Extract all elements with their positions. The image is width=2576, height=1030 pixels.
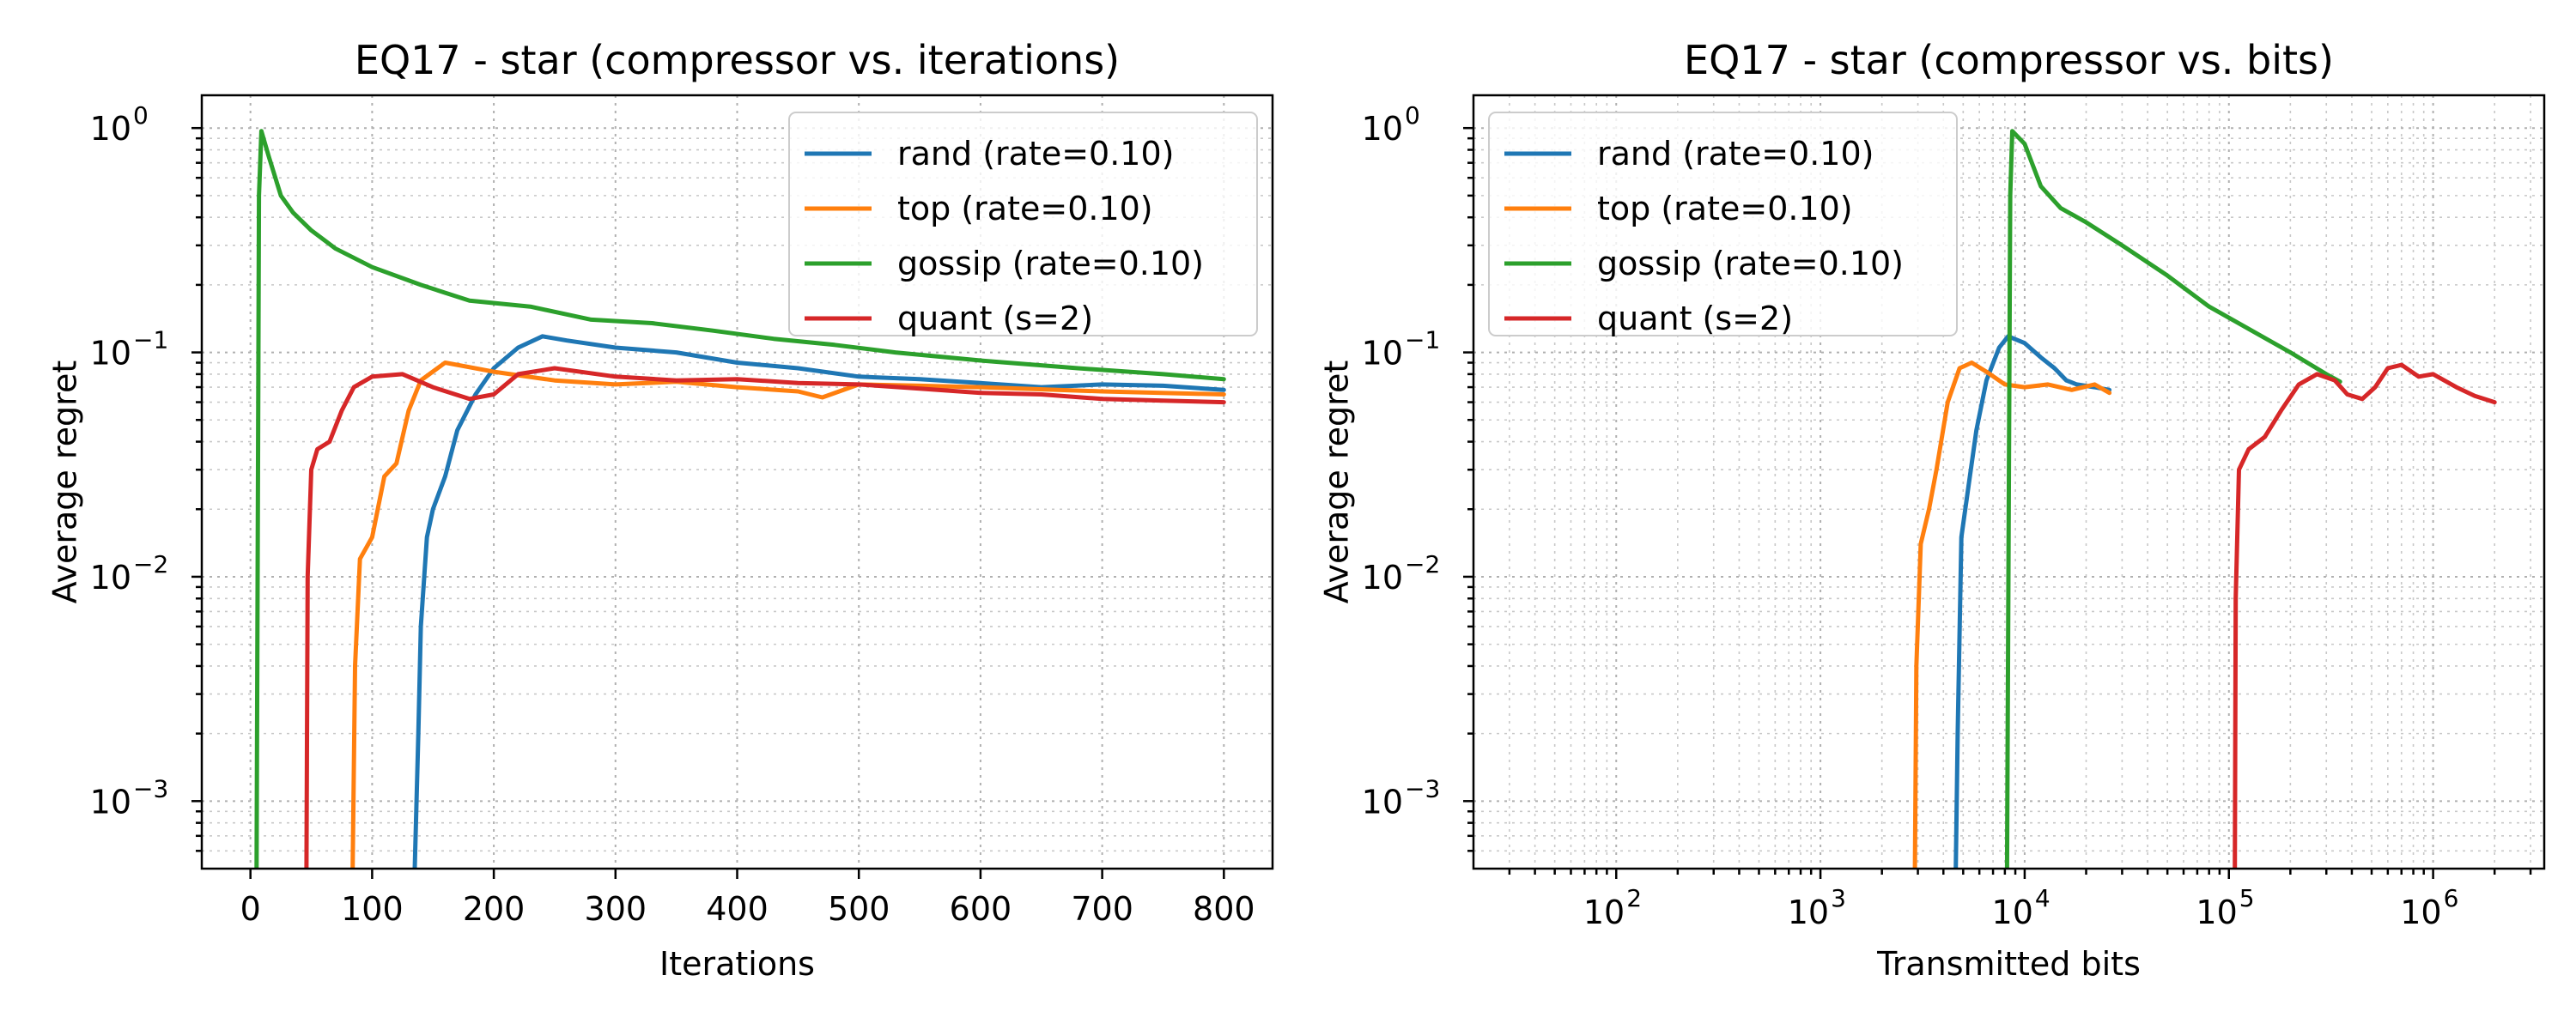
series-line-bits-3 bbox=[2233, 362, 2497, 869]
y-axis-label-bits: Average regret bbox=[1318, 360, 1356, 603]
y-tick-exponent: −3 bbox=[1405, 774, 1440, 803]
legend-label: quant (s=2) bbox=[1597, 300, 1793, 337]
chart-title-iterations: EQ17 - star (compressor vs. iterations) bbox=[355, 37, 1120, 83]
series-line-bits-1 bbox=[1912, 360, 2112, 869]
y-tick-exponent: −2 bbox=[133, 550, 168, 579]
x-axis-label-bits: Transmitted bits bbox=[1876, 945, 2141, 983]
x-tick-label: 10 bbox=[1788, 894, 1829, 931]
y-tick-label: 10 bbox=[90, 110, 131, 148]
legend-box bbox=[1488, 112, 1958, 336]
x-tick-label: 100 bbox=[341, 890, 404, 928]
x-tick-label: 700 bbox=[1071, 890, 1133, 928]
x-tick-label: 800 bbox=[1193, 890, 1255, 928]
legend-label: quant (s=2) bbox=[897, 300, 1093, 337]
y-tick-label: 10 bbox=[1362, 335, 1403, 373]
legend-label: top (rate=0.10) bbox=[897, 190, 1153, 227]
y-tick-label: 10 bbox=[1362, 559, 1403, 597]
lines-bits bbox=[1912, 129, 2497, 869]
series-line-bits-2 bbox=[2004, 129, 2342, 869]
legend-label: rand (rate=0.10) bbox=[897, 135, 1174, 173]
y-tick-label: 10 bbox=[1362, 783, 1403, 821]
y-tick-label: 10 bbox=[90, 783, 131, 821]
series-line-iterations-0 bbox=[412, 334, 1226, 869]
chart-iterations: 10−310−210−110 00 100 200 300 400 500 600 700 800… bbox=[46, 37, 1274, 983]
x-tick-exponent: 4 bbox=[2035, 884, 2050, 912]
x-tick-exponent: 6 bbox=[2444, 884, 2459, 912]
plot-frame-iterations bbox=[200, 94, 1274, 870]
series-line-iterations-2 bbox=[254, 129, 1226, 869]
y-axis-label-iterations: Average regret bbox=[46, 360, 84, 603]
y-tick-exponent: −1 bbox=[1405, 326, 1440, 354]
x-tick-label: 10 bbox=[2196, 894, 2237, 931]
series-line-iterations-3 bbox=[304, 366, 1226, 869]
legend-label: gossip (rate=0.10) bbox=[1597, 245, 1904, 282]
ticks-iterations: 10−310−210−110 00 100 200 300 400 500 600 700 800 bbox=[90, 101, 1255, 928]
y-tick-exponent: 0 bbox=[1405, 101, 1420, 130]
grid-iterations bbox=[202, 95, 1273, 869]
legend-iterations: rand (rate=0.10) top (rate=0.10) gossip (r… bbox=[788, 112, 1258, 337]
y-tick-exponent: −1 bbox=[133, 326, 168, 354]
x-tick-label: 500 bbox=[828, 890, 890, 928]
x-tick-exponent: 2 bbox=[1626, 884, 1642, 912]
x-tick-label: 10 bbox=[2400, 894, 2441, 931]
y-tick-exponent: 0 bbox=[133, 101, 149, 130]
x-tick-label: 10 bbox=[1583, 894, 1625, 931]
legend-label: gossip (rate=0.10) bbox=[897, 245, 1204, 282]
y-tick-label: 10 bbox=[90, 559, 131, 597]
legend-label: top (rate=0.10) bbox=[1597, 190, 1853, 227]
lines-iterations bbox=[254, 129, 1226, 869]
y-tick-label: 10 bbox=[90, 335, 131, 373]
y-tick-exponent: −3 bbox=[133, 774, 168, 803]
x-tick-label: 400 bbox=[706, 890, 769, 928]
x-tick-label: 200 bbox=[463, 890, 526, 928]
chart-title-bits: EQ17 - star (compressor vs. bits) bbox=[1684, 37, 2334, 83]
x-tick-label: 600 bbox=[950, 890, 1012, 928]
x-tick-exponent: 3 bbox=[1831, 884, 1846, 912]
plot-frame-bits bbox=[1472, 94, 2546, 870]
legend-label: rand (rate=0.10) bbox=[1597, 135, 1874, 173]
x-tick-label: 300 bbox=[585, 890, 647, 928]
chart-bits: 10 −310 −210 −110 010 2 10 3 10 4 10 5 10 6 EQ17 - st… bbox=[1318, 37, 2546, 983]
y-tick-exponent: −2 bbox=[1405, 550, 1440, 579]
x-tick-label: 0 bbox=[240, 890, 261, 928]
x-tick-label: 10 bbox=[1992, 894, 2033, 931]
legend-bits: rand (rate=0.10) top (rate=0.10) gossip (r… bbox=[1488, 112, 1958, 337]
y-tick-label: 10 bbox=[1362, 110, 1403, 148]
legend-box bbox=[788, 112, 1258, 336]
x-axis-label-iterations: Iterations bbox=[659, 945, 815, 983]
x-tick-exponent: 5 bbox=[2239, 884, 2255, 912]
